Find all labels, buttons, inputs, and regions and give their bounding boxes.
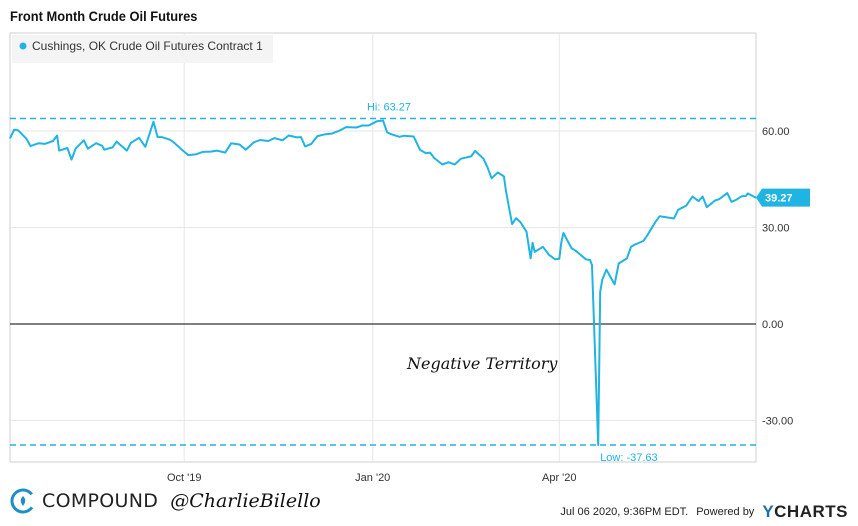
footer-source: Jul 06 2020, 9:36PM EDT. Powered by YCHA… (560, 502, 848, 522)
ycharts-logo-y: Y (762, 502, 775, 521)
last-value-badge (756, 188, 810, 207)
chart-title: Front Month Crude Oil Futures (10, 8, 198, 24)
timestamp: Jul 06 2020, 9:36PM EDT. (560, 506, 689, 518)
x-axis-ticks: Oct '19 Jan '20 Apr '20 (167, 472, 577, 484)
series-line-crude-oil (9, 119, 757, 446)
x-tick-label: Apr '20 (542, 472, 577, 484)
negative-territory-annotation: Negative Territory (406, 354, 558, 373)
y-tick-label: 30.00 (762, 223, 790, 235)
powered-by-label: Powered by (696, 506, 755, 518)
ycharts-logo-text: CHARTS (774, 502, 848, 521)
legend-label: Cushings, OK Crude Oil Futures Contract … (32, 39, 263, 53)
ycharts-logo[interactable]: YCHARTS (762, 502, 848, 522)
y-tick-label: -30.00 (762, 416, 793, 428)
compound-logo-icon (10, 488, 36, 514)
footer-branding: COMPOUND @CharlieBilello (10, 488, 321, 514)
low-annotation: Low: -37.63 (600, 452, 657, 464)
last-value-label: 39.27 (765, 193, 793, 205)
y-tick-label: 60.00 (762, 126, 790, 138)
y-gridlines (10, 130, 756, 421)
x-tick-label: Oct '19 (167, 472, 202, 484)
legend-box (12, 35, 273, 63)
author-handle: @CharlieBilello (170, 490, 321, 512)
brand-name: COMPOUND (42, 490, 159, 512)
y-tick-label: 0.00 (762, 319, 783, 331)
high-annotation: Hi: 63.27 (367, 101, 411, 113)
x-tick-label: Jan '20 (355, 472, 390, 484)
legend-marker (19, 42, 27, 50)
y-axis-ticks: 60.00 30.00 0.00 -30.00 (762, 126, 793, 428)
x-gridlines (183, 33, 560, 462)
plot-frame (9, 32, 757, 463)
